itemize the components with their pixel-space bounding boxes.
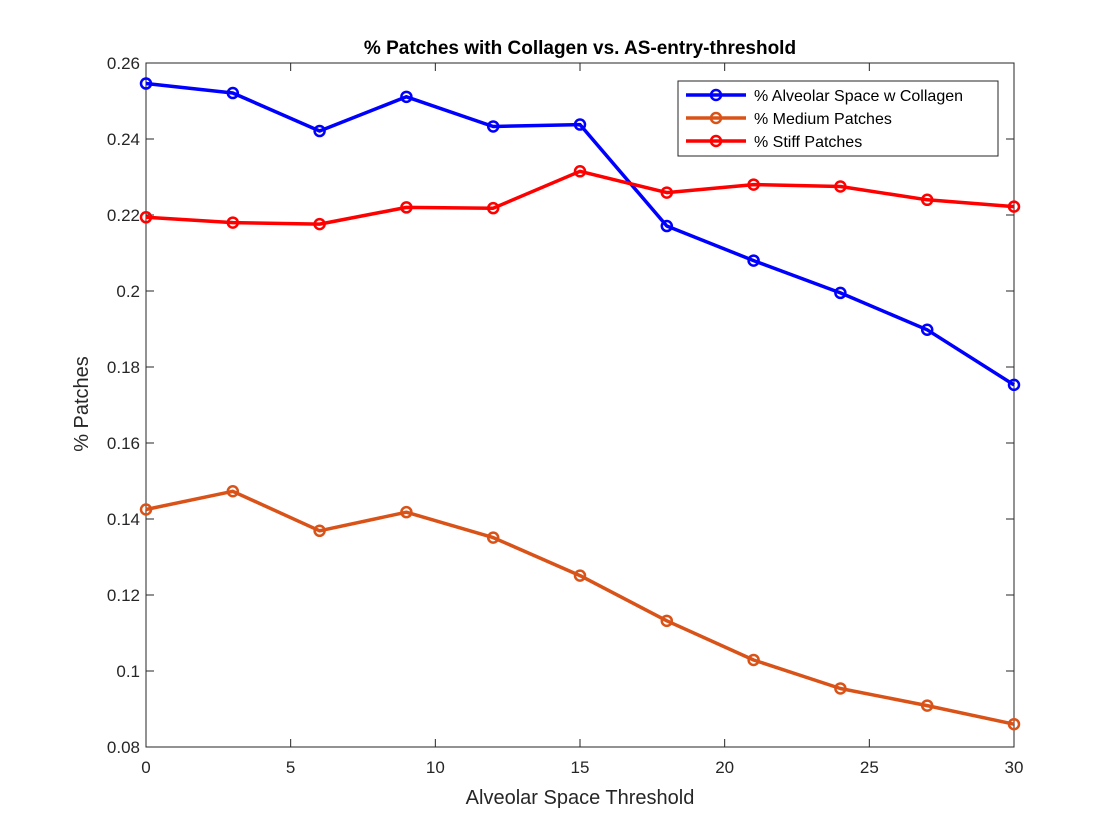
data-point xyxy=(139,211,153,224)
legend-label: % Medium Patches xyxy=(754,111,892,128)
x-tick-label: 15 xyxy=(571,758,590,777)
data-point xyxy=(834,180,847,193)
data-point xyxy=(747,653,760,667)
y-tick-label: 0.22 xyxy=(107,206,140,225)
y-tick-label: 0.26 xyxy=(107,54,140,73)
data-point xyxy=(139,503,153,516)
data-point xyxy=(920,193,934,207)
data-point xyxy=(834,286,847,300)
x-tick-label: 20 xyxy=(715,758,734,777)
x-tick-label: 25 xyxy=(860,758,879,777)
series-line xyxy=(145,489,1015,726)
legend-entry: % Stiff Patches xyxy=(686,134,862,151)
data-point xyxy=(747,254,760,267)
x-tick-label: 0 xyxy=(141,758,150,777)
series-group xyxy=(139,165,1021,231)
data-point xyxy=(400,90,413,104)
data-point xyxy=(226,216,240,229)
ticks-layer: 0 5 10 15 20 25 30 0.08 0.1 0.12 0.14 0.16 0.18 0.2 0.… xyxy=(107,54,1024,777)
data-point xyxy=(834,682,847,695)
series-layer xyxy=(139,77,1021,731)
legend-entry: % Alveolar Space w Collagen xyxy=(686,88,963,105)
data-point xyxy=(660,614,674,628)
series-group xyxy=(139,485,1021,731)
series-line xyxy=(145,81,1015,387)
data-point xyxy=(573,569,587,582)
legend-marker xyxy=(709,134,723,148)
chart-title: % Patches with Collagen vs. AS-entry-thr… xyxy=(364,38,796,59)
data-point xyxy=(486,120,500,133)
data-point xyxy=(1007,717,1021,731)
data-point xyxy=(660,219,674,233)
data-point xyxy=(313,124,326,138)
data-point xyxy=(313,524,326,538)
x-tick-label: 5 xyxy=(286,758,295,777)
data-point xyxy=(660,186,674,199)
data-point xyxy=(486,531,500,544)
y-tick-label: 0.16 xyxy=(107,434,140,453)
legend: % Alveolar Space w Collagen % Medium Patc… xyxy=(677,80,999,157)
series-group xyxy=(139,77,1021,392)
data-point xyxy=(400,201,413,214)
data-point xyxy=(573,118,587,131)
series-line xyxy=(145,169,1015,226)
data-point xyxy=(573,165,587,178)
legend-marker xyxy=(709,111,723,125)
data-point xyxy=(920,699,934,712)
data-point xyxy=(313,217,326,231)
data-point xyxy=(400,505,413,519)
data-point xyxy=(1007,378,1021,392)
y-tick-label: 0.24 xyxy=(107,130,140,149)
y-tick-label: 0.14 xyxy=(107,510,140,529)
y-tick-label: 0.12 xyxy=(107,586,140,605)
data-point xyxy=(1007,200,1021,213)
data-point xyxy=(920,323,934,337)
y-tick-label: 0.2 xyxy=(116,282,140,301)
y-tick-label: 0.18 xyxy=(107,358,140,377)
legend-entry: % Medium Patches xyxy=(686,111,892,128)
data-point xyxy=(486,201,500,215)
x-tick-label: 30 xyxy=(1005,758,1024,777)
legend-label: % Alveolar Space w Collagen xyxy=(754,88,963,105)
data-point xyxy=(226,485,240,498)
y-tick-label: 0.08 xyxy=(107,738,140,757)
data-point xyxy=(226,86,240,100)
x-axis-label: Alveolar Space Threshold xyxy=(466,787,695,809)
y-tick-label: 0.1 xyxy=(116,662,140,681)
legend-marker xyxy=(709,88,723,102)
legend-label: % Stiff Patches xyxy=(754,134,862,151)
x-tick-label: 10 xyxy=(426,758,445,777)
data-point xyxy=(139,77,153,90)
data-point xyxy=(747,178,760,191)
y-axis-label: % Patches xyxy=(71,356,93,452)
